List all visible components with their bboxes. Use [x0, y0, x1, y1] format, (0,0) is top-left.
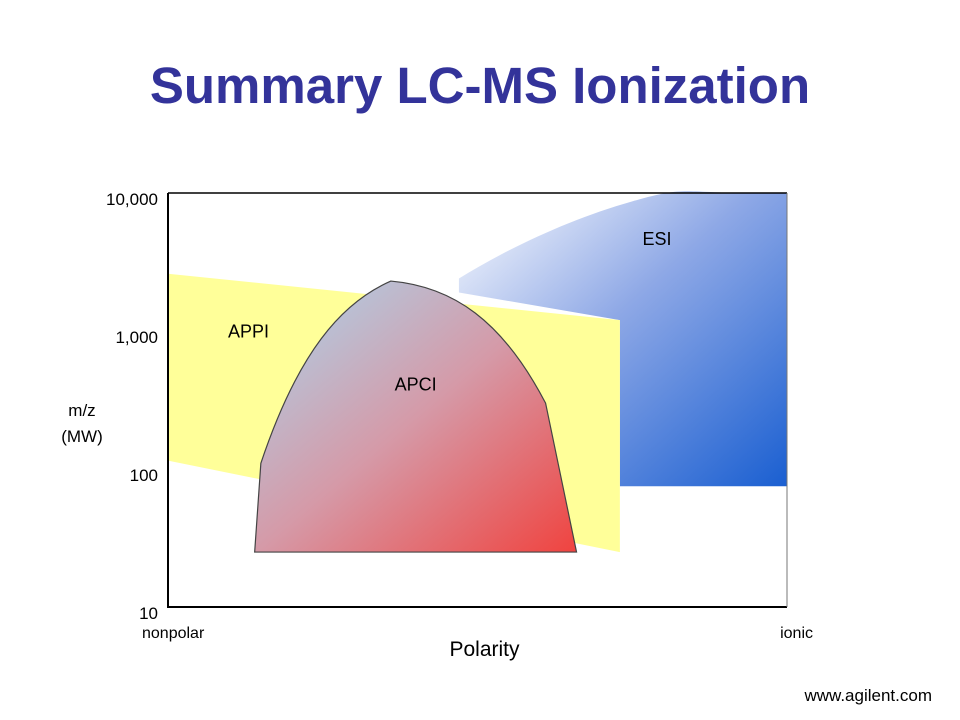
region-label-apci: APCI — [395, 375, 437, 395]
regions-layer — [168, 191, 787, 553]
region-label-esi: ESI — [643, 229, 672, 249]
axes-layer: 10 100 1,000 10,000 nonpolar ionic Polarity m/z… — [61, 190, 813, 661]
x-tick-label: ionic — [780, 625, 813, 642]
y-tick-label: 1,000 — [115, 328, 158, 347]
x-axis-label: Polarity — [449, 638, 520, 661]
y-axis-label: m/z (MW) — [61, 401, 103, 446]
slide-title: Summary LC-MS Ionization — [149, 57, 811, 114]
axis-lines — [167, 193, 787, 608]
labels-layer: ESI APPI APCI — [228, 229, 672, 395]
y-tick-label: 100 — [130, 466, 158, 485]
footer-url: www.agilent.com — [804, 686, 932, 705]
x-tick-label: nonpolar — [142, 625, 205, 642]
region-esi — [458, 191, 787, 487]
y-tick-label: 10 — [139, 604, 158, 623]
region-label-appi: APPI — [228, 321, 269, 341]
y-tick-label: 10,000 — [106, 190, 158, 209]
region-apci — [254, 280, 578, 553]
